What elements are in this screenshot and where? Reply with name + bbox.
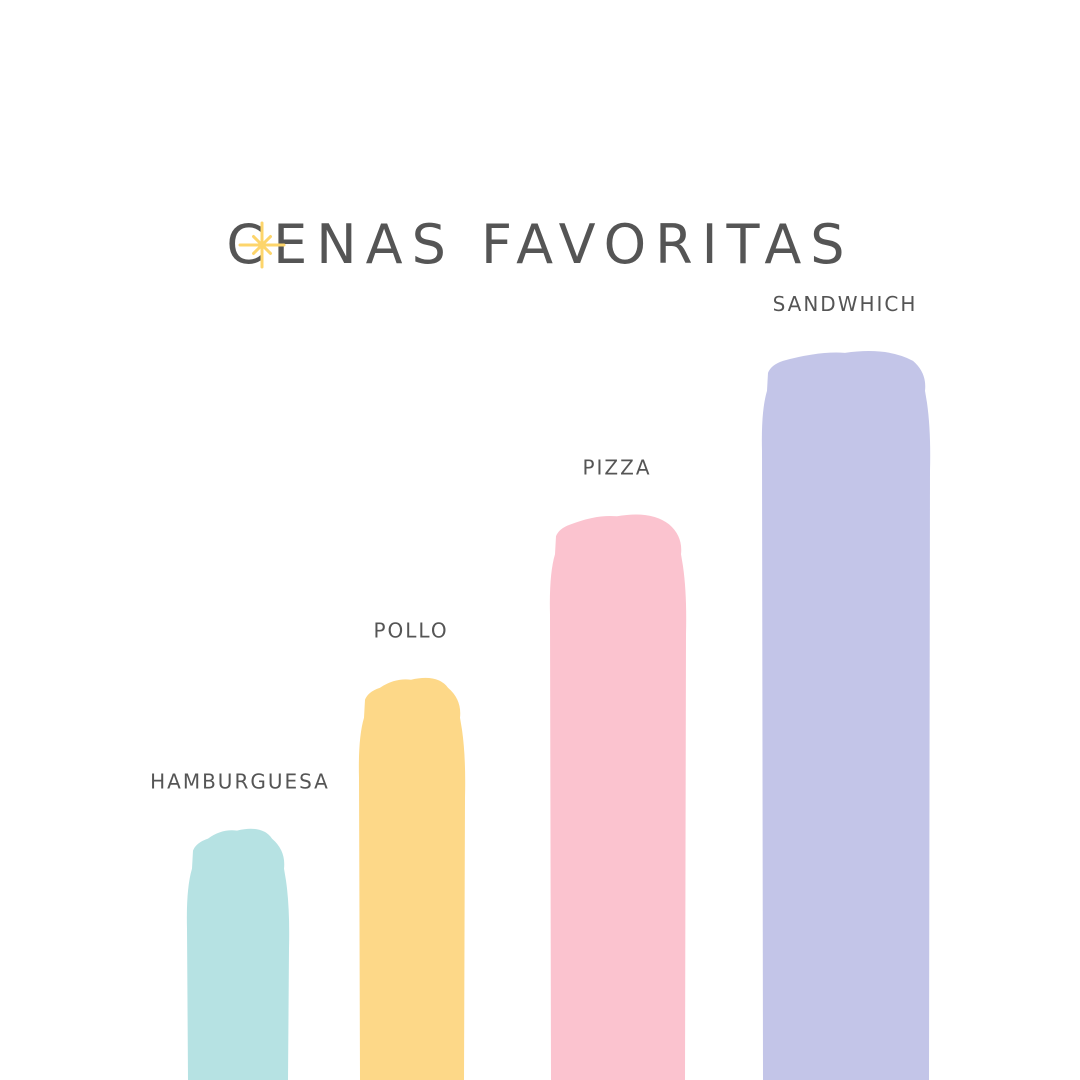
bar-sandwhich xyxy=(761,351,931,1080)
star-accent-icon xyxy=(238,221,286,269)
chart-title: CENAS FAVORITAS xyxy=(226,213,854,276)
bar-label-pizza: PIZZA xyxy=(582,455,651,479)
bar-pollo xyxy=(358,677,466,1080)
bar-label-hamburguesa: HAMBURGUESA xyxy=(150,770,330,794)
bar-pizza xyxy=(549,514,687,1080)
bar-label-sandwhich: SANDWHICH xyxy=(773,292,918,316)
bar-label-pollo: POLLO xyxy=(373,619,448,643)
bar-hamburguesa xyxy=(186,828,290,1080)
